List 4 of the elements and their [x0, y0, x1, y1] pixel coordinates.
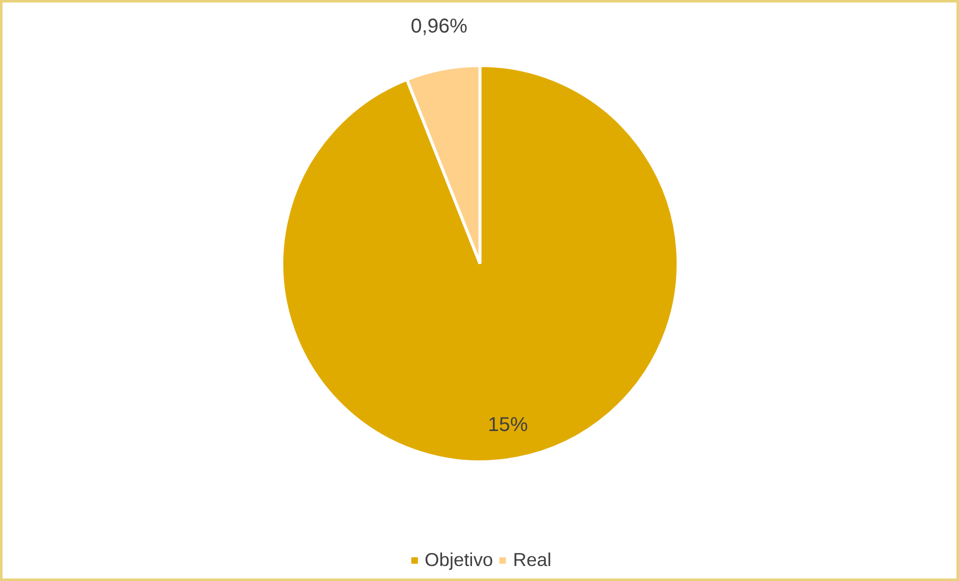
legend-label: Objetivo: [424, 549, 494, 571]
data-label: 0,96%: [410, 16, 468, 38]
legend-label: Real: [513, 549, 552, 571]
data-label: 15%: [488, 414, 528, 436]
